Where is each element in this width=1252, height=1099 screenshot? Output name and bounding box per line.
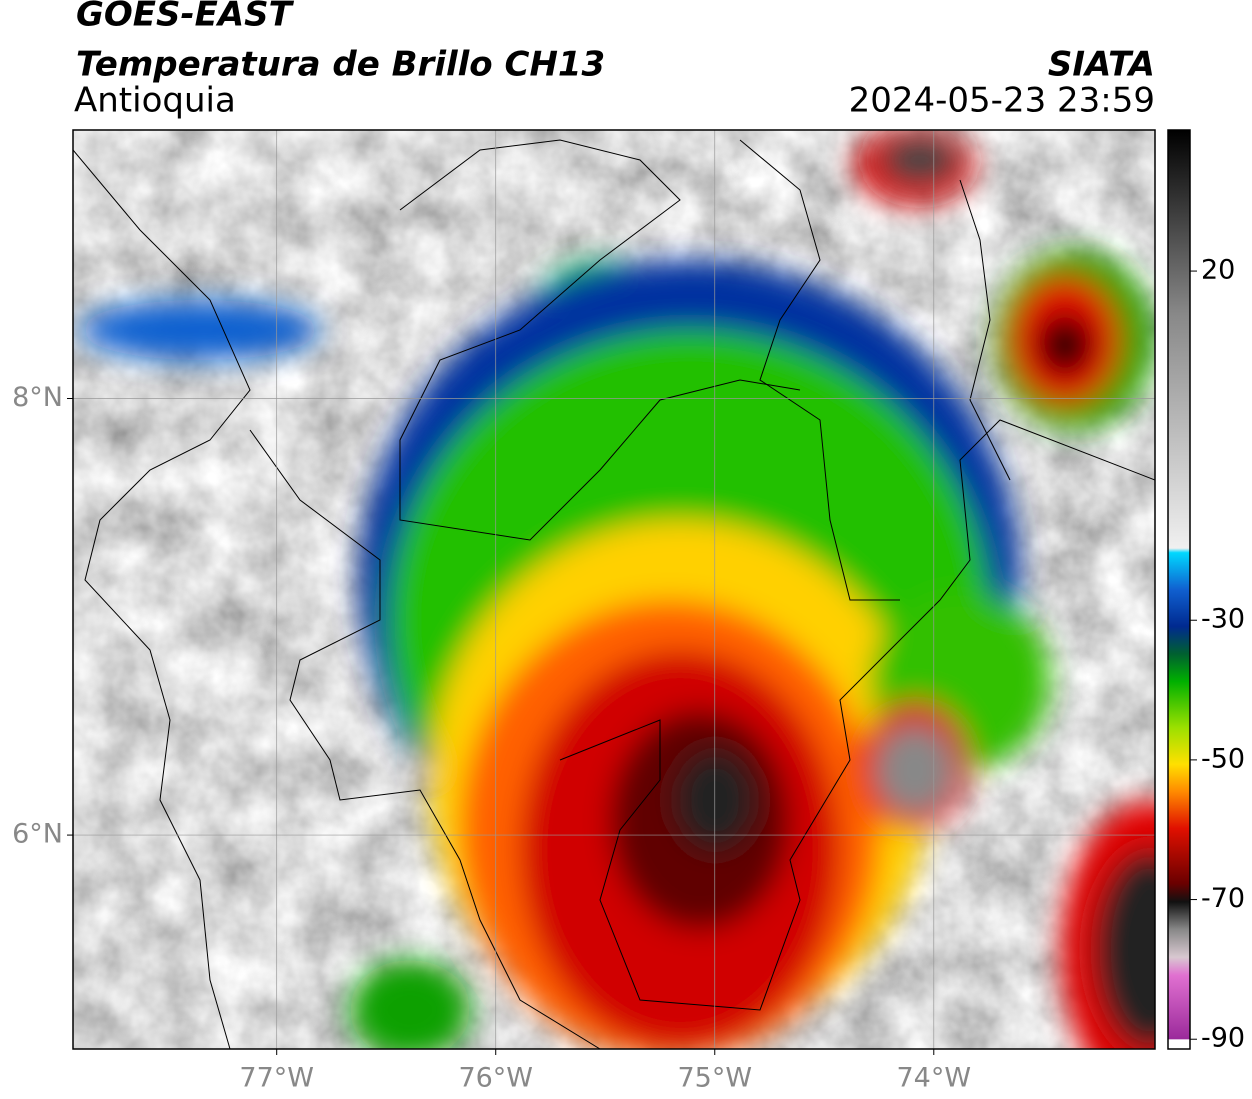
lon-tick-label: 74°W xyxy=(897,1063,972,1094)
satellite-title: GOES-EAST xyxy=(76,0,295,35)
product-title: Temperatura de Brillo CH13 xyxy=(76,45,605,85)
map-frame xyxy=(72,129,1156,1050)
satellite-image xyxy=(73,130,1155,1049)
lon-tick-label: 75°W xyxy=(677,1063,752,1094)
colorbar-tick-label: 20 xyxy=(1201,255,1235,286)
lat-tick-label: 6°N xyxy=(12,819,63,850)
colorbar-tick-label: -70 xyxy=(1201,883,1245,914)
colorbar-tick-label: -30 xyxy=(1201,604,1245,635)
colorbar xyxy=(1167,129,1191,1050)
lon-tick-label: 76°W xyxy=(458,1063,533,1094)
timestamp: 2024-05-23 23:59 xyxy=(849,81,1155,121)
colorbar-tick-label: -90 xyxy=(1201,1023,1245,1054)
lat-tick-label: 8°N xyxy=(12,382,63,413)
agency-label: SIATA xyxy=(1048,45,1155,85)
region-label: Antioquia xyxy=(74,81,236,121)
colorbar-tick-label: -50 xyxy=(1201,743,1245,774)
lon-tick-label: 77°W xyxy=(239,1063,314,1094)
graticule xyxy=(73,130,1155,1049)
